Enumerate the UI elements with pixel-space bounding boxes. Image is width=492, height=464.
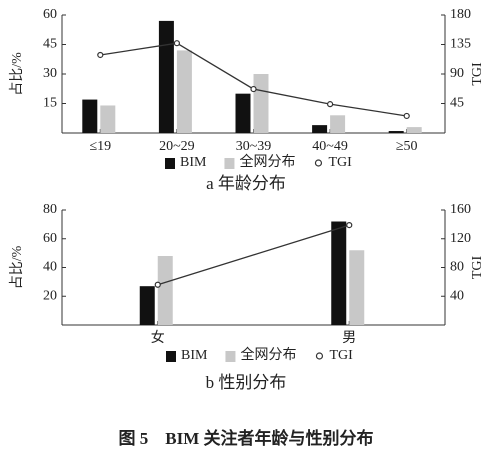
y-axis-label: 占比/% [9, 245, 25, 289]
line-marker [327, 101, 334, 108]
bar [235, 93, 251, 133]
x-tick-label: 20~29 [159, 139, 195, 154]
y2-tick-label: 180 [450, 7, 471, 22]
legend-label: TGI [329, 348, 353, 363]
legend-label: 全网分布 [239, 153, 295, 170]
line-marker [403, 112, 410, 120]
bar [157, 256, 173, 325]
x-tick-label: 女 [151, 329, 165, 346]
y2-axis-label: TGI [470, 62, 485, 86]
y-tick-label: 40 [43, 260, 57, 275]
y2-axis-label: TGI [470, 256, 485, 280]
y2-tick-label: 160 [450, 202, 471, 217]
y2-tick-label: 80 [450, 260, 464, 275]
bar [100, 105, 116, 133]
y2-tick-label: 135 [450, 37, 471, 52]
y-tick-label: 60 [43, 7, 57, 22]
legend-swatch [225, 351, 236, 362]
legend-swatch [224, 158, 235, 169]
y-tick-label: 30 [43, 66, 57, 81]
y-tick-label: 20 [43, 288, 57, 303]
figure-caption: 图 5 BIM 关注者年龄与性别分布 [119, 428, 374, 448]
x-tick-label: ≥50 [396, 139, 418, 154]
y-tick-label: 60 [43, 231, 57, 246]
bar [330, 115, 346, 133]
legend-label: BIM [180, 155, 207, 170]
bar [82, 99, 98, 133]
y2-tick-label: 40 [450, 288, 464, 303]
bar [406, 127, 422, 133]
legend-label: TGI [328, 155, 352, 170]
x-tick-label: 男 [342, 331, 356, 346]
bar [388, 131, 404, 133]
chart-subtitle: a 年龄分布 [206, 174, 286, 193]
bar [349, 250, 365, 325]
x-tick-label: 40~49 [312, 139, 348, 154]
bar [158, 20, 174, 133]
legend-label: BIM [181, 348, 208, 363]
line-marker [154, 281, 161, 288]
legend-swatch [165, 158, 175, 169]
y-tick-label: 80 [43, 202, 57, 217]
chart-subtitle: b 性别分布 [206, 373, 287, 392]
bar [253, 74, 269, 133]
bar [331, 221, 347, 325]
legend-swatch [166, 351, 176, 362]
y2-tick-label: 90 [450, 66, 464, 81]
legend-label: 全网分布 [240, 346, 296, 363]
y-tick-label: 15 [43, 96, 57, 111]
line-marker [97, 51, 104, 59]
x-tick-label: ≤19 [89, 139, 111, 154]
y-tick-label: 45 [43, 37, 57, 52]
legend-swatch [315, 352, 324, 360]
y-axis-label: 占比/% [9, 52, 25, 96]
bar [312, 125, 328, 133]
y2-tick-label: 120 [450, 231, 471, 246]
line [157, 224, 350, 286]
x-tick-label: 30~39 [236, 139, 272, 154]
line-marker [173, 40, 180, 47]
line-marker [346, 221, 353, 229]
bar [176, 50, 192, 133]
bar [139, 286, 155, 325]
line-marker [250, 85, 257, 93]
y2-tick-label: 45 [450, 96, 464, 111]
legend-swatch [314, 159, 323, 167]
